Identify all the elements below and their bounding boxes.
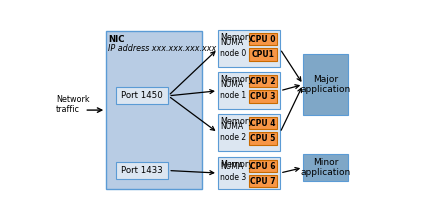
Text: NUMA
node 3: NUMA node 3 xyxy=(220,162,246,182)
Text: NUMA
node 1: NUMA node 1 xyxy=(220,80,246,100)
FancyBboxPatch shape xyxy=(218,157,280,189)
Text: Port 1450: Port 1450 xyxy=(121,91,163,100)
FancyBboxPatch shape xyxy=(303,154,349,181)
FancyBboxPatch shape xyxy=(116,162,168,179)
FancyBboxPatch shape xyxy=(106,31,202,189)
Text: Memory: Memory xyxy=(220,33,253,42)
Text: CPU 6: CPU 6 xyxy=(250,162,276,171)
Text: CPU 0: CPU 0 xyxy=(250,35,276,44)
FancyBboxPatch shape xyxy=(249,160,277,172)
Text: CPU 4: CPU 4 xyxy=(250,119,276,128)
Text: Major
application: Major application xyxy=(301,75,351,94)
FancyBboxPatch shape xyxy=(218,30,280,67)
Text: CPU 7: CPU 7 xyxy=(250,177,276,186)
Text: CPU1: CPU1 xyxy=(252,50,275,59)
Text: CPU 2: CPU 2 xyxy=(250,77,276,86)
FancyBboxPatch shape xyxy=(249,117,277,129)
Text: IP address xxx.xxx.xxx.xxx: IP address xxx.xxx.xxx.xxx xyxy=(109,44,217,53)
FancyBboxPatch shape xyxy=(249,48,277,61)
FancyBboxPatch shape xyxy=(249,90,277,102)
FancyBboxPatch shape xyxy=(218,114,280,151)
Text: CPU 3: CPU 3 xyxy=(250,92,276,101)
Text: NUMA
node 2: NUMA node 2 xyxy=(220,122,246,142)
FancyBboxPatch shape xyxy=(249,132,277,145)
Text: Memory: Memory xyxy=(220,160,253,169)
Text: CPU 5: CPU 5 xyxy=(250,134,276,143)
Text: Minor
application: Minor application xyxy=(301,158,351,177)
Text: NUMA
node 0: NUMA node 0 xyxy=(220,38,246,58)
Text: Port 1433: Port 1433 xyxy=(121,166,163,175)
FancyBboxPatch shape xyxy=(249,33,277,46)
FancyBboxPatch shape xyxy=(249,75,277,87)
FancyBboxPatch shape xyxy=(303,54,349,115)
Text: Memory: Memory xyxy=(220,117,253,126)
Text: NIC: NIC xyxy=(109,35,125,44)
FancyBboxPatch shape xyxy=(116,87,168,104)
Text: Memory: Memory xyxy=(220,75,253,84)
FancyBboxPatch shape xyxy=(218,72,280,109)
Text: Network
traffic: Network traffic xyxy=(56,95,90,114)
FancyBboxPatch shape xyxy=(249,175,277,187)
